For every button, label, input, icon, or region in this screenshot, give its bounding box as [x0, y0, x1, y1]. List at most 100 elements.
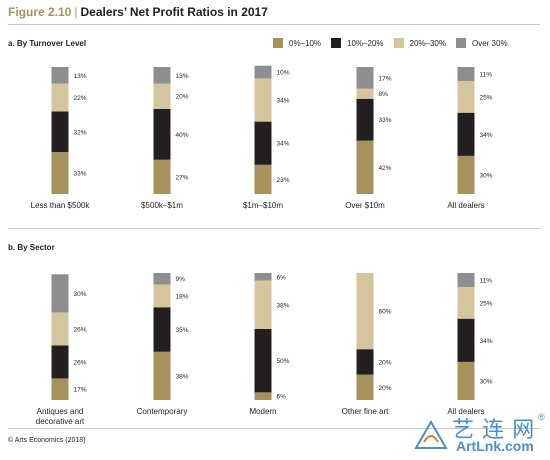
data-label: 30%: [480, 378, 493, 385]
bar-segment: [254, 121, 272, 165]
bar-segment: [51, 345, 69, 379]
bar-segment: [254, 273, 272, 281]
category-label: Antiques and: [37, 407, 84, 416]
data-label: 42%: [379, 165, 392, 172]
source-note: © Arts Economics (2018): [8, 437, 86, 444]
legend-item-over-30: Over 30%: [456, 38, 508, 48]
data-label: 20%: [379, 359, 392, 366]
data-label: 34%: [480, 132, 493, 139]
data-label: 20%: [176, 94, 189, 101]
legend-label: 10%–20%: [347, 38, 384, 48]
legend-label: 0%–10%: [289, 38, 322, 48]
bar-segment: [457, 273, 475, 287]
watermark-text: 艺 连 网: [452, 417, 536, 442]
bar-segment: [153, 284, 171, 308]
data-label: 38%: [176, 373, 189, 380]
bar-segment: [51, 152, 69, 194]
data-label: 35%: [176, 327, 189, 334]
bar-segment: [457, 286, 475, 319]
legend-swatch: [456, 38, 466, 48]
bar-segment: [254, 280, 272, 329]
data-label: 6%: [277, 394, 287, 401]
section-title-sector: b. By Sector: [8, 243, 55, 252]
figure-number: Figure 2.10: [8, 5, 72, 19]
category-label: All dealers: [447, 407, 484, 416]
data-label: 26%: [74, 326, 87, 333]
data-label: 11%: [480, 71, 493, 78]
bar-segment: [457, 361, 475, 400]
middle-rule: [8, 228, 540, 229]
data-label: 17%: [74, 387, 87, 394]
legend-item-10-20: 10%–20%: [331, 38, 384, 48]
data-label: 6%: [277, 274, 287, 281]
legend: 0%–10% 10%–20% 20%–30% Over 30%: [273, 38, 518, 48]
data-label: 26%: [74, 359, 87, 366]
bar-segment: [51, 378, 69, 400]
bar-segment: [153, 83, 171, 109]
bar-segment: [254, 164, 272, 194]
data-label: 34%: [277, 141, 290, 148]
chart-turnover: 33% 32% 22% 13% Less than $500k 27% 40% 20% 13% $…: [31, 65, 493, 210]
data-label: 17%: [379, 75, 392, 82]
bar-segment: [153, 307, 171, 352]
watermark-logo-icon: [414, 420, 448, 449]
legend-item-20-30: 20%–30%: [393, 38, 446, 48]
watermark-url: ArtLnk.com: [456, 438, 534, 454]
figure-title-text: Dealers’ Net Profit Ratios in 2017: [80, 5, 268, 19]
data-label: 34%: [277, 98, 290, 105]
data-label: 34%: [480, 338, 493, 345]
bar-segment: [153, 351, 171, 400]
bar-segment: [51, 312, 69, 346]
bar-segment: [51, 111, 69, 153]
bar-segment: [457, 155, 475, 194]
bar-segment: [254, 78, 272, 122]
data-label: 13%: [74, 73, 87, 80]
data-label: 8%: [379, 91, 389, 98]
section-title-turnover: a. By Turnover Level: [8, 39, 87, 48]
category-label: Over $10m: [345, 201, 385, 210]
data-label: 38%: [277, 302, 290, 309]
data-label: 33%: [74, 171, 87, 178]
bar-segment: [356, 67, 374, 89]
category-label: Less than $500k: [31, 201, 91, 210]
category-label: Other fine art: [342, 407, 389, 416]
bar-segment: [457, 112, 475, 156]
bar-segment: [457, 80, 475, 113]
bar-segment: [356, 349, 374, 375]
bar-segment: [457, 67, 475, 81]
data-label: 9%: [176, 276, 186, 283]
legend-swatch: [331, 38, 342, 48]
legend-label: 20%–30%: [409, 38, 446, 48]
bar-segment: [51, 83, 69, 112]
data-label: 32%: [74, 129, 87, 136]
data-label: 25%: [480, 94, 493, 101]
bar-segment: [356, 98, 374, 141]
bar-segment: [153, 108, 171, 160]
bar-segment: [153, 159, 171, 194]
figure-title: Figure 2.10 | Dealers’ Net Profit Ratios i…: [8, 5, 268, 19]
category-label: All dealers: [447, 201, 484, 210]
data-label: 40%: [176, 132, 189, 139]
top-rule: [8, 24, 540, 25]
data-label: 23%: [277, 177, 290, 184]
bar-segment: [457, 318, 475, 362]
data-label: 60%: [379, 309, 392, 316]
bar-segment: [51, 274, 69, 313]
legend-swatch: [393, 38, 404, 48]
data-label: 20%: [379, 385, 392, 392]
watermark-registered: ®: [538, 412, 545, 422]
data-label: 22%: [74, 95, 87, 102]
data-label: 10%: [277, 70, 290, 77]
data-label: 11%: [480, 277, 493, 284]
bar-segment: [254, 392, 272, 400]
data-label: 30%: [480, 172, 493, 179]
title-separator: |: [74, 5, 78, 19]
category-label: $500k–$1m: [141, 201, 183, 210]
legend-swatch: [273, 38, 283, 48]
bar-segment: [153, 273, 171, 285]
data-label: 33%: [379, 117, 392, 124]
data-label: 27%: [176, 174, 189, 181]
legend-label: Over 30%: [472, 38, 508, 48]
bar-segment: [356, 374, 374, 400]
